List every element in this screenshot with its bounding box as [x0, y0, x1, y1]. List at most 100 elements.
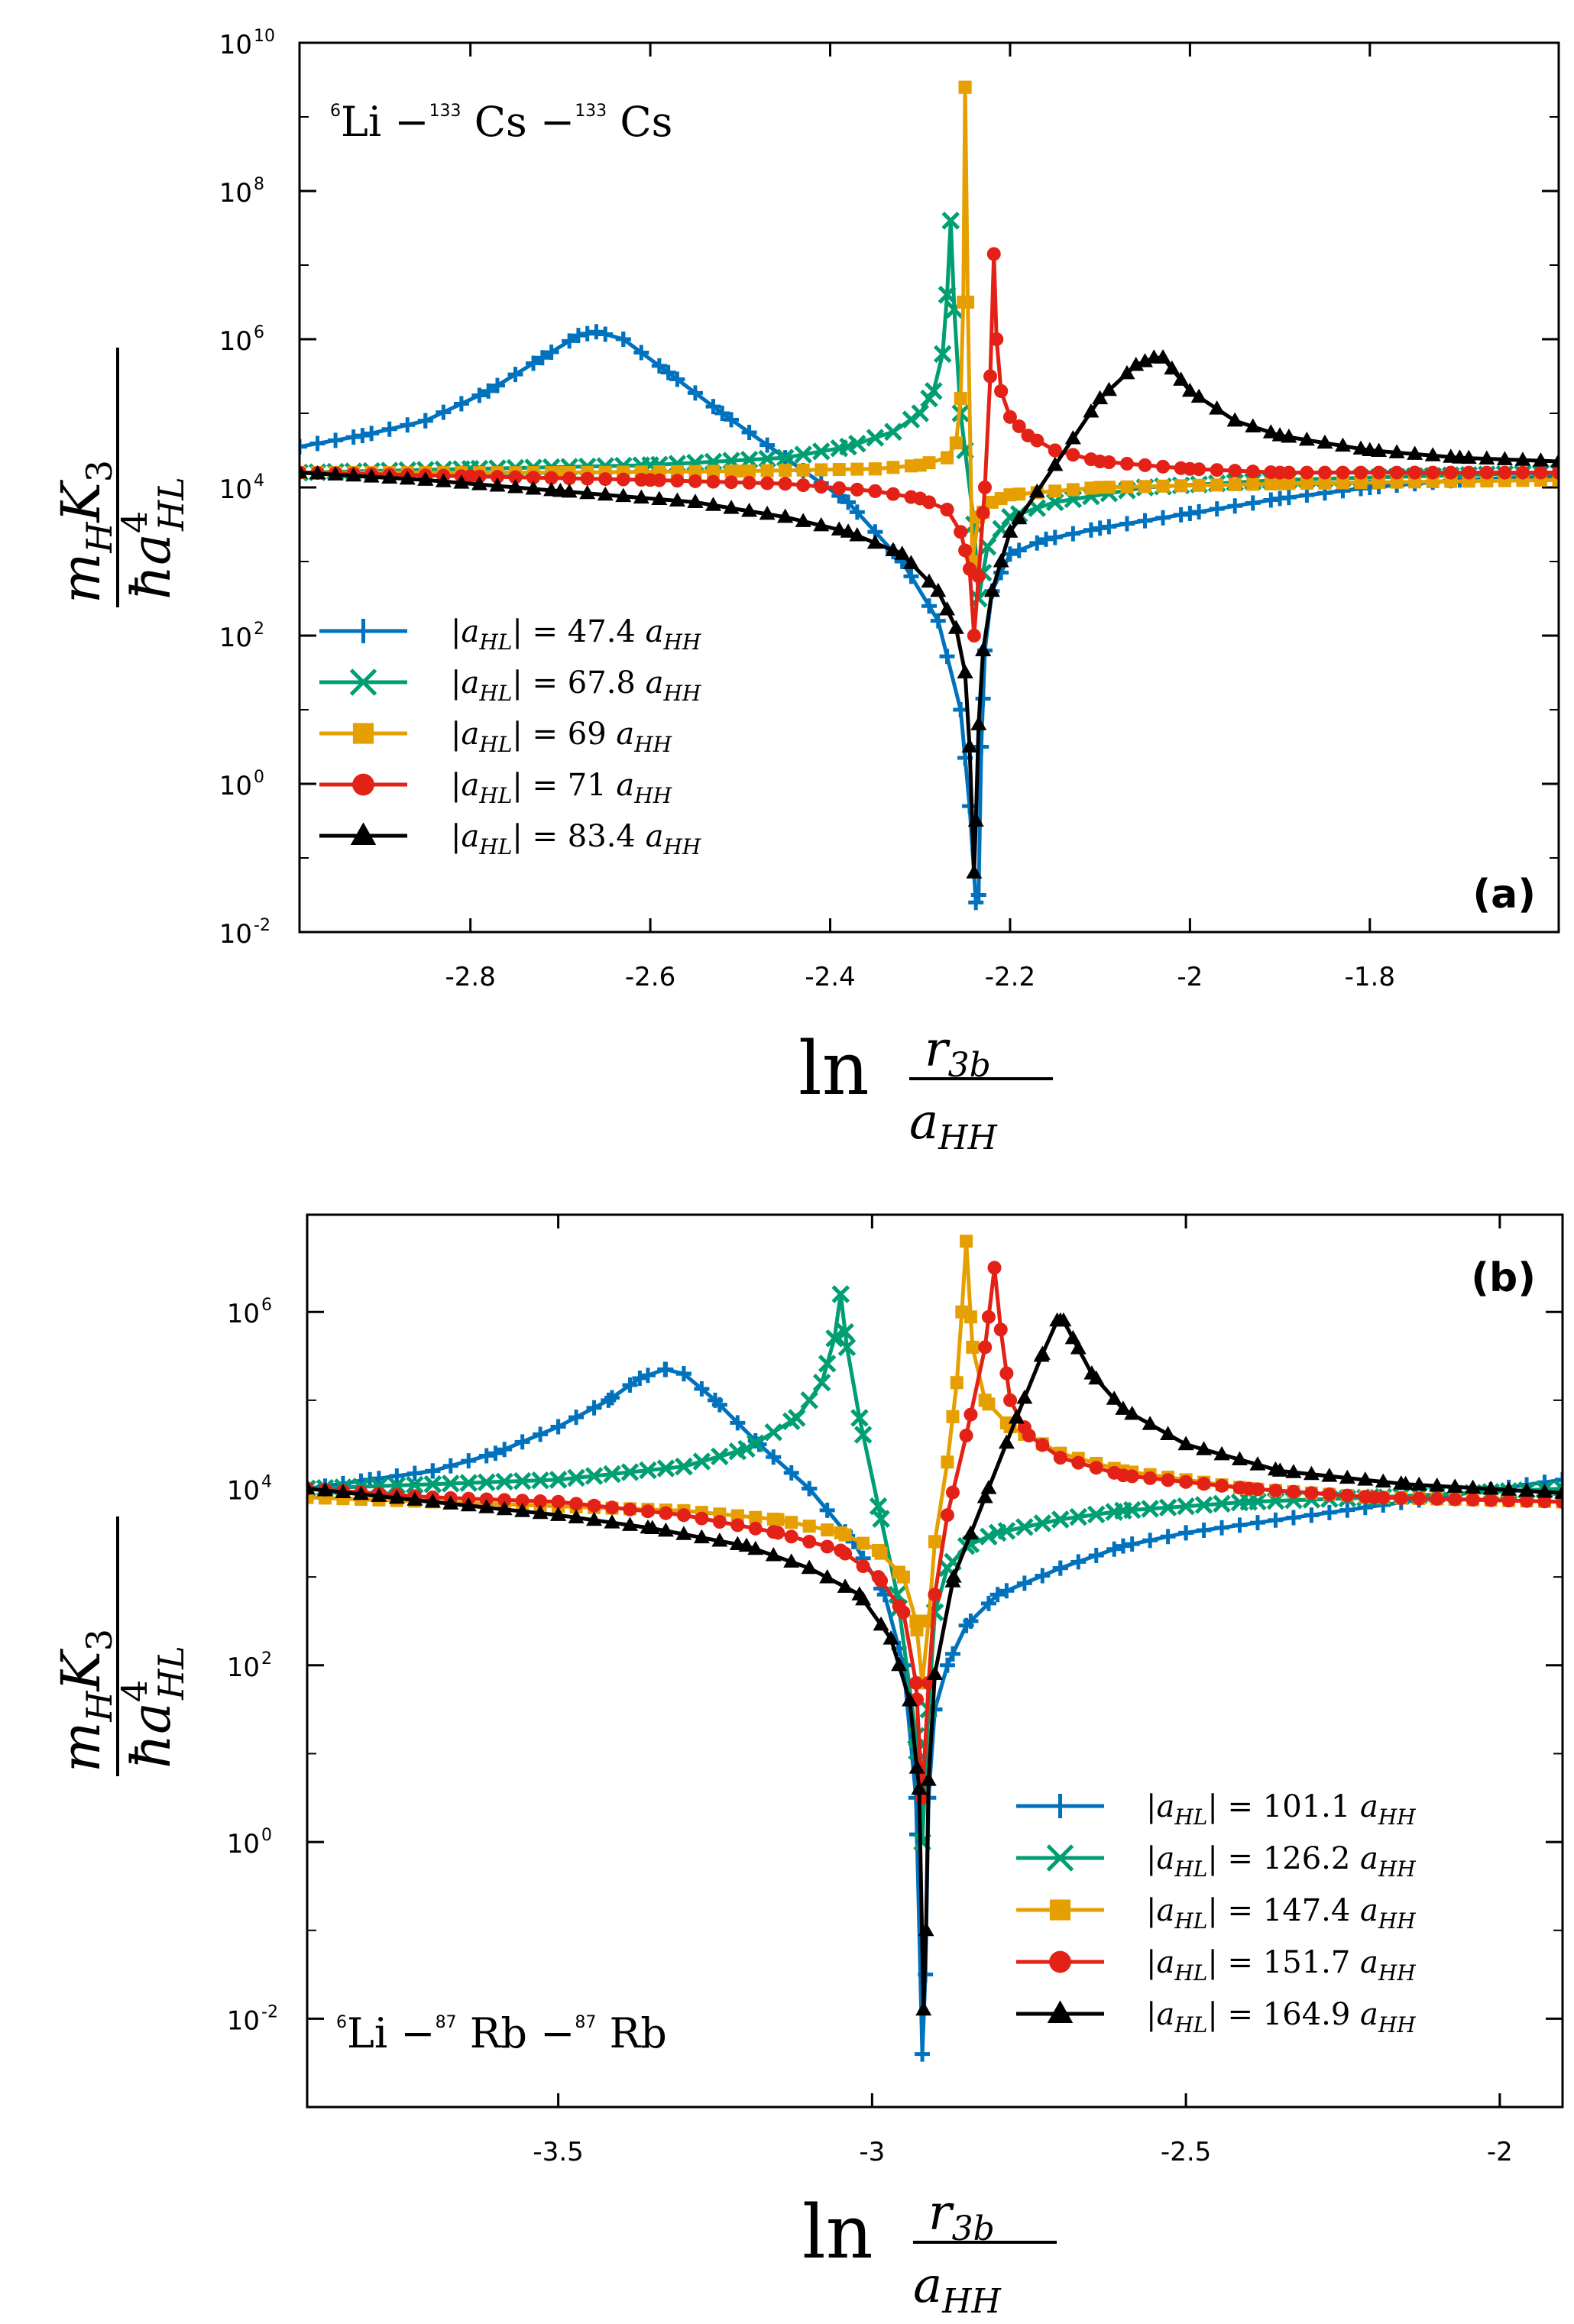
panel-a-y-label: mHK3 ħa4HL [50, 348, 192, 607]
data-point [1177, 1436, 1194, 1451]
data-point [569, 1497, 584, 1511]
data-point [459, 1474, 478, 1492]
data-point [742, 475, 756, 490]
data-point [487, 1445, 504, 1461]
data-point [964, 1407, 978, 1422]
legend-marker [351, 619, 376, 643]
data-point [989, 1587, 1006, 1603]
data-point [928, 1535, 941, 1549]
x-tick-label: -2 [1177, 962, 1203, 992]
data-point [970, 716, 987, 730]
data-point [586, 1400, 602, 1416]
data-point [1029, 535, 1045, 551]
data-point [1271, 1462, 1288, 1477]
data-point [748, 1521, 763, 1536]
data-point [1268, 1512, 1284, 1528]
data-point [1300, 465, 1314, 480]
data-point [1182, 505, 1198, 521]
data-point [734, 464, 747, 478]
data-point [764, 1423, 783, 1442]
data-point [615, 487, 632, 503]
data-point [986, 247, 1001, 261]
data-point [532, 1504, 549, 1520]
data-point [1138, 480, 1152, 494]
data-point [1430, 1491, 1444, 1506]
data-point [307, 1491, 314, 1504]
data-point [1397, 1475, 1414, 1491]
data-point [840, 523, 857, 538]
data-point [1064, 429, 1081, 445]
data-point [579, 484, 596, 500]
data-point [345, 467, 362, 482]
data-point [1053, 1451, 1067, 1465]
y-tick-exponent: 4 [261, 1472, 272, 1491]
data-point [1426, 465, 1440, 480]
data-point [1242, 1481, 1256, 1496]
data-point [1022, 1429, 1036, 1443]
data-point [352, 1485, 369, 1500]
data-point [836, 1322, 854, 1342]
data-point [621, 1516, 638, 1531]
data-point [478, 1448, 494, 1464]
data-point [759, 505, 776, 520]
data-point [598, 472, 613, 487]
data-point [693, 1529, 710, 1544]
data-point [562, 471, 577, 486]
data-point [1119, 516, 1135, 532]
data-point [327, 466, 344, 481]
data-point [460, 1497, 477, 1512]
data-point [776, 448, 795, 467]
data-point [1334, 437, 1351, 452]
y-tick-label: 10 [227, 1652, 260, 1683]
data-point [1038, 531, 1054, 547]
data-point [1534, 465, 1548, 480]
data-point [960, 1235, 973, 1248]
data-point [1028, 499, 1047, 517]
panel-a-series [300, 80, 1559, 911]
data-point [1213, 1494, 1231, 1513]
data-point [834, 1526, 847, 1539]
data-point [1021, 429, 1035, 443]
data-point [915, 2001, 932, 2016]
legend-label: |aHL| = 151.7 aHH [1146, 1945, 1416, 1986]
data-point [406, 1491, 423, 1506]
panel-b-legend: |aHL| = 101.1 aHH |aHL| = 126.2 aHH |aHL| … [1016, 1789, 1416, 2038]
data-point [355, 428, 371, 444]
data-point [497, 1442, 513, 1458]
data-point [657, 1361, 673, 1377]
series-line-blue [300, 329, 1559, 905]
data-point [1227, 498, 1243, 514]
data-point [1196, 1441, 1213, 1455]
data-point [406, 1475, 424, 1494]
data-point [940, 1508, 954, 1523]
data-point [1245, 495, 1261, 511]
data-point [461, 1453, 477, 1469]
data-point [1088, 1548, 1104, 1564]
legend-marker [1047, 2000, 1074, 2023]
x-tick-label: -2.6 [625, 962, 675, 992]
data-point [514, 1434, 530, 1450]
data-point [1318, 476, 1332, 490]
data-point [1299, 487, 1315, 503]
data-point [1158, 1498, 1177, 1517]
data-point [1119, 456, 1134, 471]
data-point [534, 350, 550, 366]
data-point [868, 484, 883, 498]
y-tick-label: 10 [219, 474, 252, 505]
data-point [1192, 478, 1206, 492]
data-point [1124, 1406, 1141, 1420]
y-tick-label: 10 [219, 326, 252, 357]
data-point [1142, 1533, 1158, 1549]
data-point [1047, 456, 1064, 471]
data-point [738, 1537, 755, 1552]
data-point [1537, 1483, 1553, 1498]
data-point [999, 1366, 1014, 1380]
data-point [820, 1539, 834, 1554]
y-tick-exponent: -2 [261, 2002, 278, 2021]
data-point [920, 1772, 937, 1786]
data-point [1465, 1479, 1482, 1494]
data-point [495, 1472, 513, 1491]
data-point [1245, 464, 1260, 479]
data-point [381, 469, 398, 484]
